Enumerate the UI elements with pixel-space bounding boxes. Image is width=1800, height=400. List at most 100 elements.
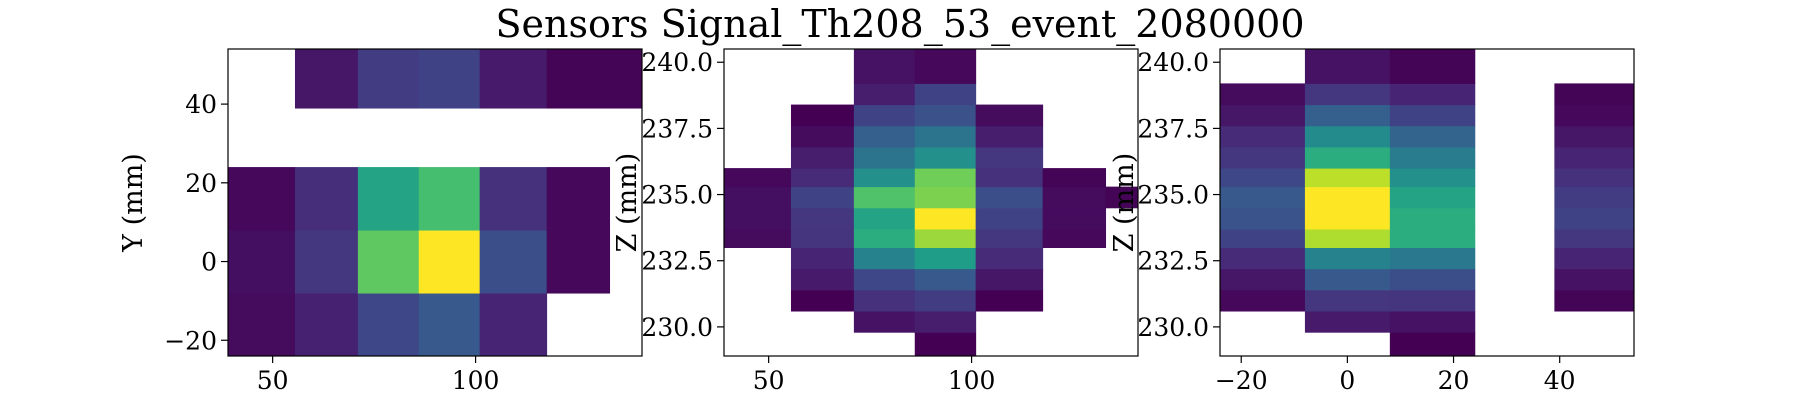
heatmap-cell (1389, 104, 1476, 127)
heatmap-cell (1389, 268, 1476, 291)
heatmap-cell (1389, 146, 1476, 169)
heatmap-cell (975, 289, 1044, 312)
heatmap-cell (790, 289, 855, 312)
heatmap-cell (975, 268, 1044, 291)
heatmap-cell (1220, 186, 1306, 209)
y-tick-label: 235.0 (1137, 181, 1209, 210)
heatmap-cell (724, 228, 792, 248)
heatmap-cell (294, 167, 359, 231)
heatmap-cell (914, 146, 977, 169)
heatmap-cell (1304, 125, 1391, 148)
heatmap-cell (853, 168, 916, 188)
heatmap-cell (1554, 207, 1634, 230)
heatmap-cell (546, 230, 611, 294)
y-axis-label: Z (mm) (612, 153, 643, 253)
y-axis-label: Z (mm) (1109, 153, 1140, 253)
heatmap-cell (418, 293, 481, 356)
heatmap-panel-3: −20 0 20 40 230.0 232.5 235.0 237.5 240.0 Z (mm) (1109, 48, 1635, 395)
heatmap-cell (418, 49, 481, 109)
axes-frame (723, 48, 1139, 357)
heatmap-cell (1220, 146, 1306, 169)
heatmap-cell (914, 104, 977, 127)
heatmap-cell (914, 186, 977, 209)
x-tick-label: 100 (948, 366, 996, 395)
y-tick-label: 235.0 (641, 181, 713, 210)
heatmap-cell (609, 49, 642, 109)
heatmap-cell (228, 293, 296, 356)
heatmap-cells (228, 49, 642, 356)
heatmap-cell (1554, 83, 1634, 106)
heatmap-cell (1389, 207, 1476, 230)
heatmap-cell (975, 168, 1044, 188)
y-tick-label: 237.5 (641, 114, 713, 143)
heatmap-cell (294, 293, 359, 356)
heatmap-cell (853, 289, 916, 312)
heatmap-cell (975, 247, 1044, 270)
heatmap-cell (724, 186, 792, 209)
heatmap-cell (1105, 186, 1138, 209)
heatmap-cell (914, 228, 977, 248)
heatmap-cell (1304, 104, 1391, 127)
heatmap-cell (914, 268, 977, 291)
heatmap-cell (1304, 228, 1391, 248)
heatmap-cell (1389, 49, 1476, 84)
heatmap-cell (1554, 146, 1634, 169)
heatmap-cell (853, 49, 916, 84)
y-tick-label: 0 (201, 248, 217, 277)
heatmap-cell (790, 207, 855, 230)
y-tick-label: 232.5 (1137, 247, 1209, 276)
heatmap-cell (914, 332, 977, 356)
heatmap-cell (1220, 247, 1306, 270)
heatmap-cell (1389, 332, 1476, 356)
heatmap-cell (790, 247, 855, 270)
x-tick-label: 20 (1438, 366, 1470, 395)
heatmap-cell (1389, 83, 1476, 106)
heatmap-cell (1220, 289, 1306, 312)
heatmap-cell (1389, 247, 1476, 270)
heatmap-cell (546, 167, 611, 231)
heatmap-cell (1042, 168, 1107, 188)
heatmap-cell (1304, 168, 1391, 188)
heatmap-cell (1042, 186, 1107, 209)
heatmap-cell (975, 207, 1044, 230)
heatmap-cell (546, 49, 611, 109)
heatmap-cell (853, 104, 916, 127)
heatmap-cell (853, 146, 916, 169)
heatmap-cell (914, 311, 977, 333)
heatmap-cell (294, 49, 359, 109)
heatmap-cell (853, 207, 916, 230)
heatmap-cell (1220, 168, 1306, 188)
heatmap-cell (1554, 228, 1634, 248)
heatmap-cell (479, 167, 548, 231)
heatmap-cell (1304, 146, 1391, 169)
x-tick-label: 50 (753, 366, 785, 395)
heatmap-cell (294, 230, 359, 294)
heatmap-panel-1: 50 100 −20 0 20 40 Y (mm) (118, 48, 643, 395)
heatmap-cell (853, 228, 916, 248)
heatmap-cell (1304, 83, 1391, 106)
heatmap-cell (1220, 83, 1306, 106)
heatmap-cell (1389, 311, 1476, 333)
heatmap-cell (1304, 311, 1391, 333)
heatmap-panel-2: 50 100 230.0 232.5 235.0 237.5 240.0 Z (mm) (612, 48, 1139, 395)
heatmap-cell (914, 247, 977, 270)
heatmap-cell (1220, 104, 1306, 127)
heatmap-cell (1554, 289, 1634, 312)
y-tick-label: 240.0 (641, 48, 713, 77)
heatmap-cell (853, 125, 916, 148)
heatmap-cell (479, 230, 548, 294)
heatmap-cell (357, 230, 420, 294)
heatmap-cell (1389, 186, 1476, 209)
x-tick-label: 0 (1339, 366, 1355, 395)
y-tick-label: 230.0 (1137, 313, 1209, 342)
heatmap-cell (790, 268, 855, 291)
heatmap-cell (790, 168, 855, 188)
heatmap-cell (1389, 228, 1476, 248)
heatmap-cell (853, 186, 916, 209)
heatmap-cell (357, 167, 420, 231)
heatmap-cell (853, 311, 916, 333)
heatmap-cell (975, 146, 1044, 169)
heatmap-cell (914, 83, 977, 106)
heatmap-cell (853, 268, 916, 291)
heatmap-cell (975, 104, 1044, 127)
